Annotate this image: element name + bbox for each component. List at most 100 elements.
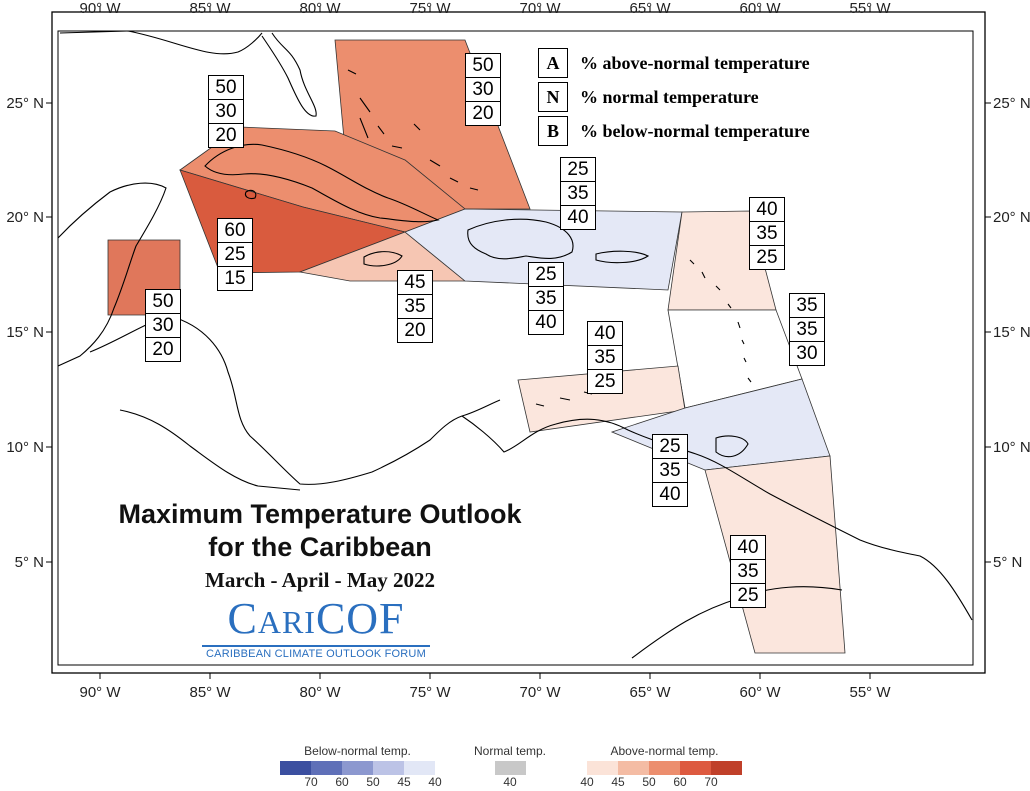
- abn-box-hispaniola-south: 25 35 40: [528, 262, 564, 335]
- trinidad-outline: [715, 435, 749, 458]
- colorbar-below-ticks: 70 60 50 45 40: [280, 775, 441, 789]
- above-normal-value: 25: [659, 436, 681, 457]
- puerto-rico-outline: [595, 250, 650, 264]
- abn-box-bahamas: 50 30 20: [465, 53, 501, 126]
- normal-value: 35: [588, 345, 622, 369]
- lon-label-bottom: 75° W: [409, 684, 451, 701]
- colorbar-above-ticks: 40 45 50 60 70: [580, 775, 742, 789]
- legend-label-below: % below-normal temperature: [580, 120, 810, 141]
- legend-label-above: % above-normal temperature: [580, 52, 810, 73]
- lat-label-left: 5° N: [15, 554, 44, 571]
- legend-key-n: N: [538, 82, 568, 112]
- above-normal-value: 25: [567, 159, 589, 180]
- normal-value: 30: [146, 313, 180, 337]
- lat-label-left: 20° N: [6, 209, 44, 226]
- lon-label-top: 70° W: [519, 0, 561, 17]
- abn-box-belize: 50 30 20: [145, 289, 181, 362]
- gulf-coast: [59, 30, 263, 55]
- map-title-line2: for the Caribbean: [208, 532, 432, 562]
- legend-label-normal: % normal temperature: [580, 86, 759, 107]
- colorbar-below-title: Below-normal temp.: [304, 744, 411, 758]
- hispaniola-outline: [467, 218, 574, 260]
- below-normal-value: 30: [790, 341, 824, 365]
- forecast-period: March - April - May 2022: [205, 568, 435, 592]
- lon-label-bottom: 85° W: [189, 684, 231, 701]
- lon-label-bottom: 90° W: [79, 684, 121, 701]
- lon-label-top: 75° W: [409, 0, 451, 17]
- map-frame: [51, 11, 986, 674]
- above-normal-value: 25: [535, 264, 557, 285]
- below-normal-value: 25: [588, 369, 622, 393]
- colorbar-tick-label: 50: [366, 775, 380, 789]
- normal-value: 35: [398, 294, 432, 318]
- lon-label-top: 55° W: [849, 0, 891, 17]
- colorbar-above-swatches: [587, 761, 742, 775]
- above-normal-value: 35: [796, 295, 818, 316]
- caricof-logo-wordmark: CARICOF: [227, 594, 405, 643]
- lat-label-left: 25° N: [6, 95, 44, 112]
- colorbar-below-swatches: [280, 761, 435, 775]
- central-america-coast: [89, 315, 501, 485]
- florida-coast: [261, 32, 317, 117]
- below-normal-value: 15: [218, 266, 252, 290]
- above-normal-value: 40: [737, 537, 759, 558]
- cuba-outline: [204, 143, 440, 223]
- jamaica-outline: [363, 251, 403, 267]
- axis-ticks: [46, 6, 991, 679]
- abn-box-greater-antilles: 25 35 40: [560, 157, 596, 230]
- below-normal-value: 40: [561, 205, 595, 229]
- below-normal-value: 40: [529, 310, 563, 334]
- above-normal-value: 50: [215, 77, 237, 98]
- colorbar-tick-label: 70: [704, 775, 718, 789]
- abn-box-trinidad: 25 35 40: [652, 434, 688, 507]
- colorbar-normal-ticks: 40: [466, 775, 554, 789]
- normal-value: 35: [790, 317, 824, 341]
- zone-greater-antilles: [404, 208, 683, 291]
- colorbar-tick-label: 60: [673, 775, 687, 789]
- caricof-logo-subtitle: CARIBBEAN CLIMATE OUTLOOK FORUM: [206, 648, 426, 660]
- colorbar-below-normal: Below-normal temp. 70 60 50 45 40: [280, 744, 442, 789]
- legend-row-normal: N % normal temperature: [538, 80, 810, 114]
- lat-label-left: 10° N: [6, 439, 44, 456]
- colorbar-tick-label: 40: [428, 775, 442, 789]
- colorbar-swatch: [680, 761, 711, 775]
- normal-value: 35: [561, 181, 595, 205]
- lon-label-bottom: 70° W: [519, 684, 561, 701]
- colorbar-tick-label: 45: [611, 775, 625, 789]
- colorbar-swatch: [587, 761, 618, 775]
- yucatan-mexico-coast: [57, 182, 167, 367]
- colorbar-swatch: [311, 761, 342, 775]
- above-normal-value: 45: [404, 272, 426, 293]
- abn-legend: A % above-normal temperature N % normal …: [538, 46, 810, 148]
- below-normal-value: 40: [653, 482, 687, 506]
- isle-of-youth: [244, 189, 257, 200]
- axis-labels: 90° W 90° W 85° W 85° W 80° W 80° W 75° W 75° W…: [6, 0, 1030, 701]
- colorbar-tick-label: 50: [642, 775, 656, 789]
- normal-value: 35: [731, 559, 765, 583]
- colorbar-swatch: [342, 761, 373, 775]
- abn-box-southern-cuba: 60 25 15: [217, 218, 253, 291]
- normal-value: 30: [466, 77, 500, 101]
- colorbar-tick-label: 70: [304, 775, 318, 789]
- lon-label-top: 85° W: [189, 0, 231, 17]
- lon-label-top: 90° W: [79, 0, 121, 17]
- lon-label-bottom: 65° W: [629, 684, 671, 701]
- above-normal-value: 50: [472, 55, 494, 76]
- lon-label-bottom: 80° W: [299, 684, 341, 701]
- abn-box-jamaica: 45 35 20: [397, 270, 433, 343]
- lat-label-left: 15° N: [6, 324, 44, 341]
- abn-box-windward-islands: 35 35 30: [789, 293, 825, 366]
- south-america-coast: [461, 415, 973, 621]
- colorbar-normal: Normal temp. 40: [466, 744, 554, 789]
- abn-box-abc-islands: 40 35 25: [587, 321, 623, 394]
- abn-box-leeward-islands: 40 35 25: [749, 197, 785, 270]
- normal-value: 35: [653, 458, 687, 482]
- colorbar-swatch: [373, 761, 404, 775]
- lat-label-right: 25° N: [993, 95, 1030, 112]
- bahamas-islands: [347, 69, 479, 191]
- colorbar-swatch: [649, 761, 680, 775]
- central-america-pacific: [119, 409, 301, 491]
- normal-value: 30: [209, 99, 243, 123]
- below-normal-value: 25: [731, 583, 765, 607]
- colorbar-above-title: Above-normal temp.: [610, 744, 719, 758]
